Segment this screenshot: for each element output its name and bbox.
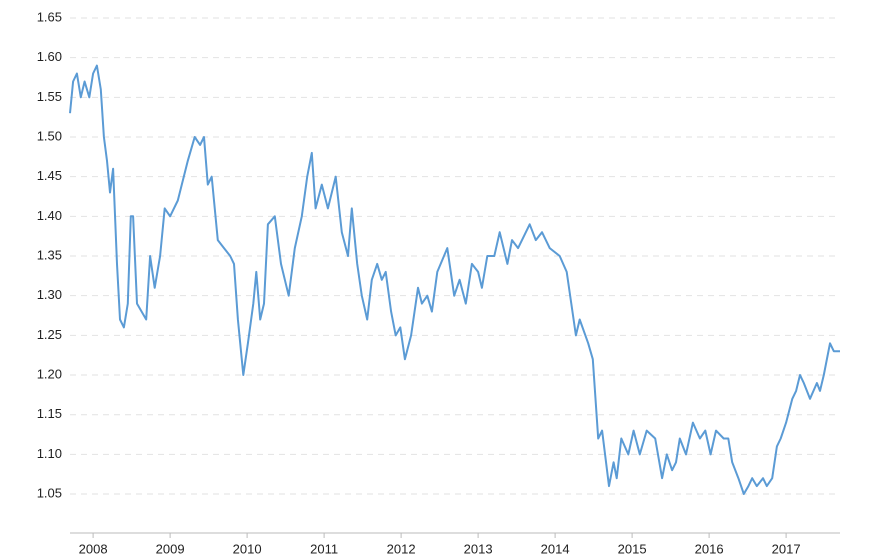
y-tick-label: 1.35: [37, 247, 62, 262]
x-tick-label: 2011: [310, 541, 338, 556]
x-tick-label: 2013: [464, 541, 493, 556]
x-tick-label: 2009: [156, 541, 185, 556]
x-tick-label: 2012: [387, 541, 416, 556]
y-tick-label: 1.55: [37, 89, 62, 104]
x-tick-label: 2016: [695, 541, 724, 556]
x-tick-label: 2015: [618, 541, 647, 556]
y-tick-label: 1.65: [37, 9, 62, 24]
y-tick-label: 1.25: [37, 327, 62, 342]
x-tick-label: 2010: [233, 541, 262, 556]
y-tick-label: 1.15: [37, 406, 62, 421]
y-tick-label: 1.30: [37, 287, 62, 302]
x-tick-label: 2014: [541, 541, 570, 556]
y-tick-label: 1.60: [37, 49, 62, 64]
y-tick-label: 1.20: [37, 366, 62, 381]
y-tick-label: 1.05: [37, 485, 62, 500]
y-tick-label: 1.40: [37, 208, 62, 223]
x-tick-label: 2008: [79, 541, 108, 556]
y-tick-label: 1.10: [37, 446, 62, 461]
y-tick-label: 1.50: [37, 128, 62, 143]
line: [69, 64, 840, 495]
y-tick-label: 1.45: [37, 168, 62, 183]
x-tick-label: 2017: [772, 541, 801, 556]
